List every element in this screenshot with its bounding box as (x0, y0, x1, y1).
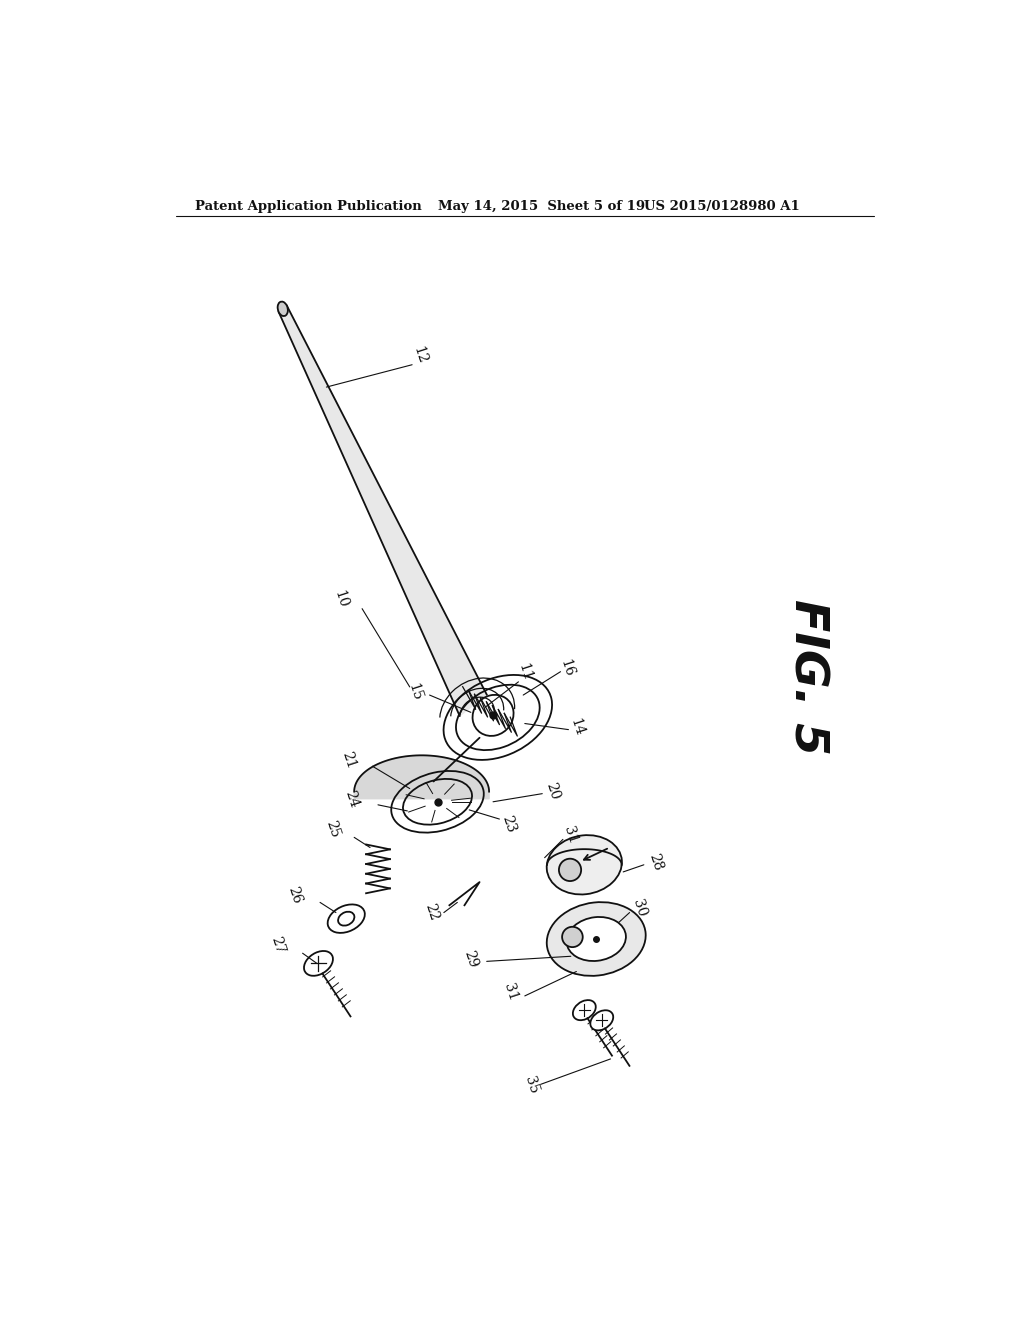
Ellipse shape (590, 1010, 613, 1031)
Text: US 2015/0128980 A1: US 2015/0128980 A1 (644, 199, 800, 213)
Ellipse shape (328, 904, 365, 933)
Text: 26: 26 (286, 884, 304, 906)
Polygon shape (354, 755, 489, 799)
Ellipse shape (572, 1001, 596, 1020)
Text: 10: 10 (332, 589, 350, 610)
Text: Patent Application Publication: Patent Application Publication (196, 199, 422, 213)
Ellipse shape (562, 927, 583, 948)
Text: 23: 23 (500, 813, 518, 834)
Text: 11: 11 (515, 663, 535, 684)
Text: 25: 25 (324, 818, 342, 840)
Text: 16: 16 (557, 659, 577, 680)
Text: 30: 30 (631, 898, 649, 919)
Ellipse shape (547, 902, 646, 975)
Text: 35: 35 (522, 1074, 541, 1096)
Text: 28: 28 (646, 851, 666, 873)
Text: 15: 15 (406, 681, 425, 702)
Text: FIG. 5: FIG. 5 (784, 599, 829, 755)
Text: 14: 14 (567, 717, 587, 738)
Text: 31: 31 (501, 981, 520, 1002)
Text: 20: 20 (543, 780, 562, 801)
Text: May 14, 2015  Sheet 5 of 19: May 14, 2015 Sheet 5 of 19 (437, 199, 645, 213)
Text: 12: 12 (411, 345, 429, 366)
Text: 21: 21 (339, 750, 358, 771)
Ellipse shape (547, 836, 622, 895)
Text: 24: 24 (342, 788, 361, 809)
Ellipse shape (559, 859, 582, 880)
Polygon shape (547, 849, 622, 865)
Ellipse shape (304, 950, 333, 975)
Text: 22: 22 (423, 902, 441, 923)
Text: 31: 31 (561, 825, 581, 846)
Ellipse shape (566, 917, 626, 961)
Ellipse shape (278, 301, 288, 315)
Text: 27: 27 (268, 935, 287, 956)
Polygon shape (279, 306, 486, 715)
Text: 29: 29 (462, 949, 480, 970)
